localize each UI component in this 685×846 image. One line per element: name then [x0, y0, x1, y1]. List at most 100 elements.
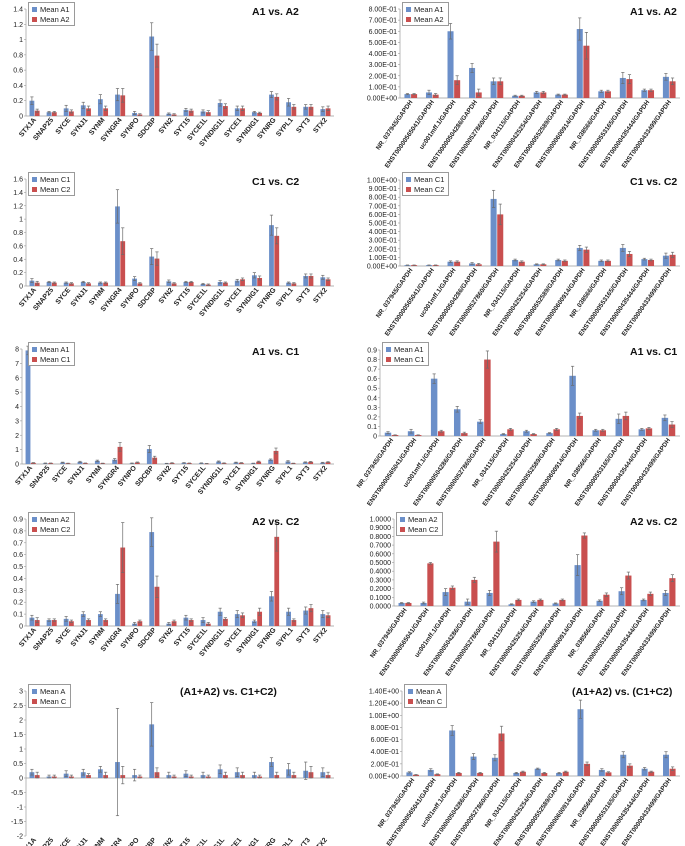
bar-mean-a1-syce1l [200, 111, 206, 116]
bar-mean-a2-syngr4 [120, 95, 126, 116]
x-tick-label: SDCBP [137, 117, 158, 141]
bar-mean-c1-synpo [132, 278, 137, 286]
y-tick-label: 1 [19, 217, 23, 224]
bar-mean-c2-enst00000435444-gapdh [647, 259, 655, 266]
bar-mean-a2-nr-037945-gapdh [411, 94, 418, 98]
y-tick-label: 0.1000 [370, 595, 392, 602]
y-tick-label: 0.3 [367, 405, 377, 412]
legend-label: Mean A2 [414, 14, 444, 24]
y-tick-label: 1.00E-01 [369, 84, 398, 91]
y-tick-label: 3 [15, 418, 19, 425]
bar-mean-a1-sdcbp [149, 36, 155, 117]
bar-mean-c2-syce [69, 621, 74, 626]
bar-mean-a2-syngr4 [115, 593, 120, 626]
bar-mean-c2-synrg [274, 235, 280, 286]
y-tick-label: 0.3000 [370, 577, 392, 584]
x-tick-label: SYT15 [173, 837, 192, 846]
x-tick-label: SDCBP [137, 287, 158, 311]
bar-mean-a2-synj1 [86, 108, 91, 116]
bar-mean-c2-nr-037945-gapdh [405, 602, 412, 606]
bar-mean-c2-synm [103, 620, 109, 626]
bar-mean-c1-syt3 [303, 275, 309, 286]
bar-mean-a-enst00000565041-gapdh [427, 769, 434, 776]
x-tick-label: SYCE1 [223, 837, 243, 846]
bar-mean-c2-synpo [137, 621, 143, 626]
bar-mean-c1-synrg [273, 450, 279, 464]
y-tick-label: 0.4 [13, 83, 23, 90]
bar-mean-a2-syndig1 [257, 112, 263, 116]
x-tick-label: SYPL1 [275, 627, 295, 649]
bar-mean-a2-enst00000553165-gapdh [626, 79, 633, 98]
x-tick-label: SYNJ1 [70, 627, 90, 649]
x-tick-label: ENST00000433499/GAPDH [620, 437, 672, 508]
y-tick-label: 0.6000 [370, 551, 392, 558]
bar-mean-a2-nr-037945-gapdh [398, 602, 405, 606]
bar-mean-a-nr-038566-gapdh [598, 769, 605, 776]
bar-mean-c1-syndig1 [251, 275, 257, 286]
legend-swatch [32, 516, 37, 522]
x-tick-label: SYNJ1 [70, 837, 90, 846]
bar-mean-c1-syndig1 [256, 461, 262, 464]
bar-mean-a2-enst00000435444-gapdh [647, 90, 655, 98]
bar-mean-c2-synrg [274, 536, 280, 626]
bar-mean-a1-uc001mff-1-gapdh [447, 31, 454, 98]
y-tick-label: 0.0000 [370, 604, 392, 611]
y-tick-label: 0 [19, 624, 23, 631]
bar-mean-a2-nr-034115-gapdh [518, 95, 525, 98]
legend-entry: Mean C2 [400, 524, 438, 534]
legend-swatch [32, 688, 37, 694]
legend: Mean C1 Mean C2 [28, 172, 76, 196]
bar-mean-c1-enst00000600914-gapdh [576, 247, 583, 266]
bar-mean-c1-syngr4 [117, 446, 123, 464]
bar-mean-c1-syce1 [234, 280, 240, 286]
bar-mean-a2-enst00000425254-gapdh [530, 601, 537, 606]
bar-mean-c2-enst00000433499-gapdh [669, 254, 676, 266]
bar-mean-a2-enst00000552589-gapdh [561, 94, 568, 98]
bar-mean-c1-syt3 [308, 461, 314, 464]
chart-title: A1 vs. A2 [630, 6, 677, 18]
bar-mean-a-sdcbp [149, 724, 155, 778]
bar-mean-a2-stx1a [29, 617, 35, 626]
bar-mean-c2-syngr4 [120, 547, 126, 626]
chart-a1-vs-c1-genes: 0 1 2 3 4 5 6 7 8 STX1A SNAP25 SYCE SYNJ1 SYNM SYNGR4 S… [0, 340, 340, 510]
legend-label: Mean A [416, 686, 442, 696]
x-tick-label: SYPL1 [275, 117, 295, 139]
y-tick-label: 0.6 [367, 376, 377, 383]
y-tick-label: 1.6 [13, 177, 23, 184]
chart-svg: 0.00E+00 1.00E-01 2.00E-01 3.00E-01 4.00E-01… [367, 7, 680, 169]
x-tick-label: SYN2 [156, 465, 173, 484]
bar-mean-c2-nr-038566-gapdh [603, 594, 610, 606]
y-tick-label: 9.00E-01 [369, 186, 398, 193]
bar-mean-a1-enst00000425254-gapdh [533, 92, 540, 98]
bar-mean-a-nr-034115-gapdh [513, 772, 520, 776]
bar-mean-a2-syndig1l [223, 106, 228, 116]
bar-mean-a2-syce1l [200, 620, 206, 626]
bar-mean-c2-snap25 [51, 282, 57, 286]
bar-mean-c-nr-038566-gapdh [605, 772, 612, 776]
chart-title: A2 vs. C2 [630, 516, 678, 528]
y-tick-label: 0.4 [13, 257, 23, 264]
legend: Mean A Mean C [28, 684, 72, 708]
bar-mean-c2-syndig1l [223, 618, 228, 626]
legend-entry: Mean A1 [386, 344, 424, 354]
y-tick-label: 0.6 [13, 68, 23, 75]
y-tick-label: 0.9000 [370, 525, 392, 532]
bar-mean-a2-sdcbp [154, 55, 160, 116]
bar-mean-c-enst00000565041-gapdh [434, 774, 441, 776]
y-tick-label: 0.2 [13, 270, 23, 277]
chart-a2-vs-c2-genes: 0 0.1 0.2 0.3 0.4 0.5 0.6 0.7 0.8 0.9 STX1A SNAP25 S… [0, 510, 340, 680]
bar-mean-a1-enst00000565041-gapdh [425, 92, 433, 98]
y-tick-label: 0.00E+00 [369, 774, 399, 781]
y-tick-label: 0.7000 [370, 543, 392, 550]
bar-mean-a2-nr-034115-gapdh [508, 604, 515, 606]
bar-mean-a2-synj1 [80, 614, 86, 626]
legend-entry: Mean C1 [406, 174, 444, 184]
y-tick-label: -2 [17, 834, 23, 841]
bar-mean-c1-syce [63, 282, 69, 286]
chart-title: A1 vs. C1 [252, 346, 300, 358]
y-tick-label: 0 [19, 284, 23, 291]
bar-mean-a2-enst00000527860-gapdh [486, 592, 493, 606]
chart-svg: -2-1.5-1-0.500.511.522.53STX1ASNAP25SYCE… [11, 689, 334, 846]
legend-swatch [406, 16, 411, 22]
